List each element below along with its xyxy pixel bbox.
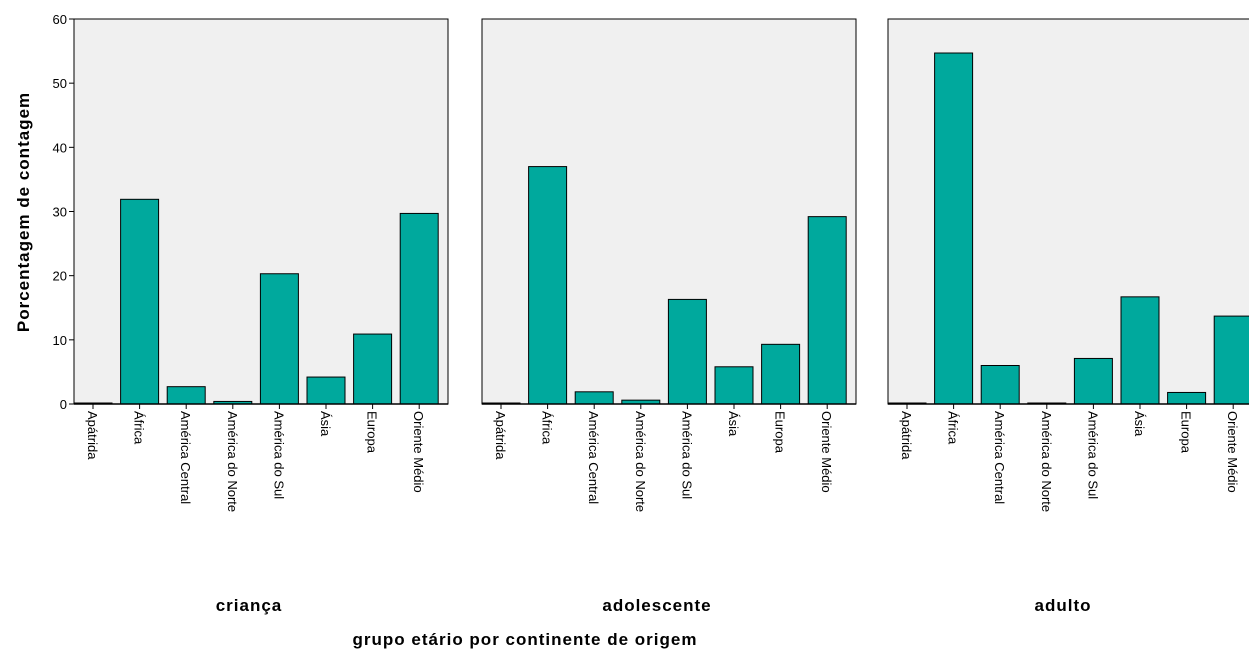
category-label: América Central: [992, 411, 1007, 504]
bar: [1073, 357, 1113, 405]
panel-0: Apátrida África América Central América do …: [73, 18, 449, 615]
category-label: América Central: [586, 411, 601, 504]
y-tick-label: 50: [53, 76, 67, 91]
y-tick-label: 30: [53, 205, 67, 220]
category-label: Apátrida: [899, 411, 914, 460]
category-label: Ásia: [1132, 411, 1147, 437]
category-label: África: [132, 411, 147, 445]
bar: [714, 366, 754, 405]
y-tick-label: 60: [53, 12, 67, 27]
category-label: Europa: [1179, 411, 1194, 454]
bar: [934, 52, 974, 405]
bar: [166, 386, 206, 405]
panel-title: criança: [216, 596, 283, 615]
bar: [667, 298, 707, 405]
bar: [306, 376, 346, 405]
bar: [399, 212, 439, 405]
category-label: Oriente Médio: [819, 411, 834, 493]
category-label: América do Sul: [679, 411, 694, 499]
category-label: América do Sul: [1085, 411, 1100, 499]
bar: [807, 216, 847, 405]
category-label: Apátrida: [85, 411, 100, 460]
category-label: Apátrida: [493, 411, 508, 460]
category-label: África: [540, 411, 555, 445]
x-axis-title: grupo etário por continente de origem: [353, 630, 698, 649]
category-label: Ásia: [726, 411, 741, 437]
bar: [528, 166, 568, 405]
panel-1: Apátrida África América Central América do …: [481, 18, 857, 615]
category-label: Europa: [365, 411, 380, 454]
category-label: África: [946, 411, 961, 445]
panel-2: Apátrida África América Central América do …: [887, 18, 1249, 615]
y-tick-label: 0: [60, 397, 67, 412]
category-label: Oriente Médio: [411, 411, 426, 493]
bar: [1167, 391, 1207, 405]
bar: [1120, 296, 1160, 405]
y-axis: 0 10 20 30 40 50 60: [53, 12, 74, 412]
category-label: América do Norte: [225, 411, 240, 512]
category-label: América Central: [178, 411, 193, 504]
y-tick-label: 20: [53, 269, 67, 284]
bar: [353, 333, 393, 405]
y-tick-label: 10: [53, 333, 67, 348]
bar: [761, 343, 801, 405]
panels: Apátrida África América Central América do …: [73, 18, 1249, 615]
category-label: Ásia: [318, 411, 333, 437]
category-label: América do Norte: [633, 411, 648, 512]
bar: [259, 273, 299, 405]
panel-title: adulto: [1035, 596, 1092, 615]
category-label: Oriente Médio: [1225, 411, 1240, 493]
bar: [1213, 315, 1249, 405]
category-label: América do Sul: [271, 411, 286, 499]
bar: [120, 198, 160, 405]
category-label: Europa: [773, 411, 788, 454]
category-label: América do Norte: [1039, 411, 1054, 512]
bar: [980, 365, 1020, 405]
y-tick-label: 40: [53, 140, 67, 155]
y-axis-title: Porcentagem de contagem: [14, 92, 33, 332]
bar: [574, 391, 614, 405]
panel-title: adolescente: [602, 596, 711, 615]
